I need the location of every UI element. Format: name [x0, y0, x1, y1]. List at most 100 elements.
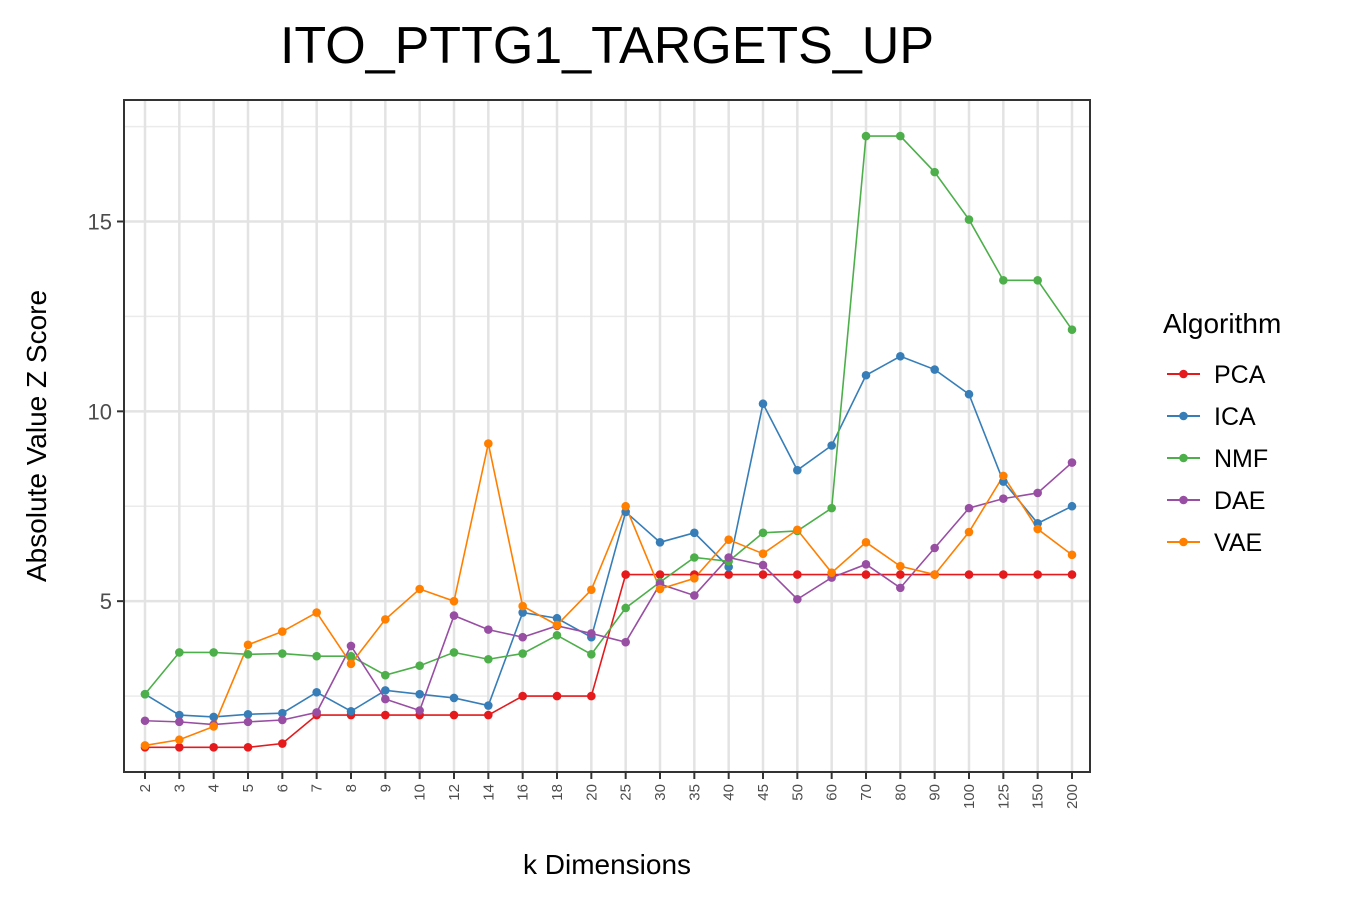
data-point-nmf [140, 689, 150, 699]
data-point-nmf [690, 553, 699, 562]
x-axis: 2 3 4 5 6 7 8 9 10 12 14 16 18 20 25 30 35 40 45 50 60 70 80 90… [137, 772, 1081, 809]
data-point-nmf [1033, 276, 1042, 285]
x-tick-label: 7 [309, 784, 326, 792]
data-point-vae [999, 471, 1008, 481]
y-tick-label: 15 [88, 209, 112, 234]
data-point-pca [518, 691, 527, 701]
legend-title: Algorithm [1163, 308, 1281, 339]
data-point-nmf [587, 650, 596, 659]
legend: Algorithm PCA ICA NMF DAE VAE [1163, 308, 1281, 557]
series-line-dae [144, 461, 1073, 726]
data-point-pca [758, 570, 768, 579]
data-point-nmf [861, 131, 871, 141]
data-point-vae [587, 585, 596, 595]
data-point-ica [243, 709, 253, 719]
data-point-dae [690, 591, 699, 600]
legend-marker-nmf [1179, 453, 1188, 463]
plot-border [123, 99, 1091, 773]
data-point-ica [209, 712, 218, 722]
data-point-dae [1067, 458, 1077, 467]
data-point-ica [827, 441, 836, 450]
data-point-vae [484, 439, 493, 448]
legend-marker-vae [1179, 537, 1188, 547]
data-point-nmf [930, 167, 939, 177]
legend-marker-ica [1179, 411, 1188, 421]
data-point-ica [415, 689, 424, 699]
data-point-pca [861, 570, 871, 579]
data-point-ica [484, 701, 493, 710]
data-point-ica [518, 608, 527, 617]
x-axis-title: k Dimensions [523, 849, 691, 880]
data-point-nmf [999, 276, 1008, 285]
series-line-nmf [144, 135, 1073, 695]
data-point-dae [346, 641, 356, 651]
data-point-dae [587, 629, 596, 638]
data-point-pca [655, 570, 665, 579]
data-point-dae [724, 553, 733, 562]
data-point-ica [964, 389, 974, 399]
legend-label-vae: VAE [1214, 529, 1262, 557]
data-point-nmf [896, 131, 905, 141]
x-tick-label: 6 [274, 784, 291, 792]
legend-label-ica: ICA [1214, 403, 1256, 431]
data-point-nmf [175, 648, 184, 657]
data-point-vae [621, 501, 630, 511]
x-tick-label: 25 [618, 784, 635, 801]
data-point-pca [552, 691, 562, 701]
data-point-pca [999, 570, 1008, 579]
x-tick-label: 80 [892, 784, 909, 801]
x-tick-label: 50 [789, 784, 806, 801]
data-point-vae [346, 659, 356, 669]
data-point-ica [690, 528, 699, 538]
data-point-vae [243, 640, 253, 650]
data-point-nmf [621, 603, 630, 613]
data-point-pca [896, 570, 905, 579]
series-line-pca [145, 573, 1072, 749]
data-point-ica [930, 365, 939, 374]
x-tick-label: 8 [343, 784, 360, 792]
x-tick-label: 60 [824, 784, 841, 801]
data-point-nmf [346, 651, 356, 661]
series-line-ica [144, 355, 1073, 718]
data-point-nmf [552, 631, 562, 640]
data-point-pca [1067, 570, 1077, 579]
x-tick-label: 18 [549, 784, 566, 801]
y-axis: 5 10 15 [88, 209, 124, 614]
data-point-vae [381, 615, 390, 624]
data-point-dae [278, 715, 287, 725]
x-tick-label: 90 [927, 784, 944, 801]
data-point-vae [1067, 550, 1077, 560]
data-point-vae [209, 722, 218, 731]
data-point-vae [758, 549, 768, 558]
x-tick-label: 5 [240, 784, 257, 792]
data-point-vae [827, 568, 836, 577]
grid-minor [124, 125, 1090, 697]
data-point-pca [381, 710, 390, 720]
x-tick-label: 200 [1064, 784, 1081, 809]
data-point-ica [655, 538, 665, 547]
y-axis-title: Absolute Value Z Score [21, 290, 52, 582]
data-point-ica [449, 693, 459, 703]
data-point-vae [415, 584, 424, 594]
x-tick-label: 100 [961, 784, 978, 809]
data-point-nmf [278, 649, 287, 658]
data-point-dae [758, 560, 768, 570]
data-point-dae [312, 708, 321, 717]
data-point-vae [793, 525, 802, 535]
data-point-vae [1033, 524, 1042, 534]
data-point-nmf [758, 528, 768, 538]
data-point-pca [243, 743, 253, 752]
plot-panel [124, 100, 1090, 772]
data-point-dae [896, 583, 905, 593]
data-point-nmf [449, 648, 459, 657]
data-point-ica [552, 613, 562, 623]
legend-marker-dae [1179, 495, 1188, 505]
data-point-dae [861, 560, 871, 569]
data-point-dae [140, 716, 150, 726]
data-point-pca [449, 710, 459, 720]
data-point-vae [690, 574, 699, 583]
data-point-dae [518, 632, 527, 642]
data-point-dae [449, 611, 459, 620]
y-tick-label: 10 [88, 399, 112, 424]
